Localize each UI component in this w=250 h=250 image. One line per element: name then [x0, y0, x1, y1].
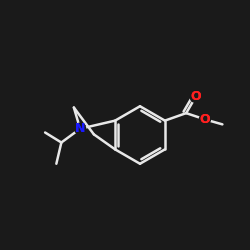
Text: O: O	[200, 113, 210, 126]
Text: O: O	[190, 90, 201, 104]
Circle shape	[190, 91, 201, 102]
Text: N: N	[75, 122, 85, 135]
Circle shape	[200, 114, 210, 125]
Text: N: N	[75, 122, 85, 135]
Text: O: O	[200, 113, 210, 126]
Circle shape	[74, 123, 86, 134]
Text: O: O	[190, 90, 201, 104]
